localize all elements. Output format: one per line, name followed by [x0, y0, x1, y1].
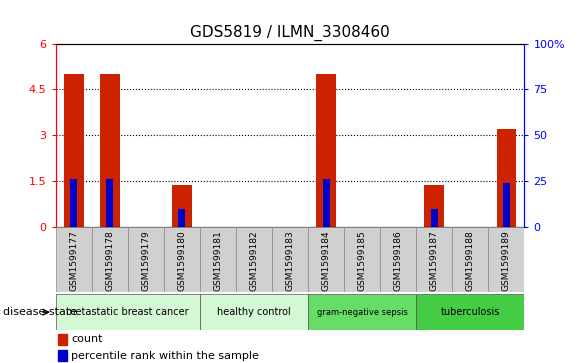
- Bar: [56, 294, 200, 330]
- Text: disease state: disease state: [3, 307, 77, 317]
- Bar: [200, 294, 308, 330]
- Text: GSM1599184: GSM1599184: [322, 230, 331, 291]
- Bar: [178, 208, 186, 227]
- Text: GSM1599182: GSM1599182: [250, 230, 258, 291]
- Bar: [316, 74, 336, 227]
- Bar: [344, 227, 380, 292]
- Bar: [59, 334, 67, 345]
- Text: GSM1599185: GSM1599185: [357, 230, 367, 291]
- Bar: [488, 227, 524, 292]
- Text: GSM1599189: GSM1599189: [502, 230, 511, 291]
- Bar: [416, 227, 452, 292]
- Bar: [416, 294, 524, 330]
- Bar: [100, 74, 120, 227]
- Bar: [164, 227, 200, 292]
- Bar: [496, 129, 516, 227]
- Text: GSM1599188: GSM1599188: [466, 230, 475, 291]
- Bar: [64, 74, 84, 227]
- Title: GDS5819 / ILMN_3308460: GDS5819 / ILMN_3308460: [190, 25, 390, 41]
- Text: count: count: [71, 334, 103, 344]
- Text: GSM1599187: GSM1599187: [430, 230, 439, 291]
- Text: GSM1599178: GSM1599178: [105, 230, 114, 291]
- Bar: [70, 179, 77, 227]
- Bar: [92, 227, 128, 292]
- Text: GSM1599183: GSM1599183: [285, 230, 295, 291]
- Bar: [200, 227, 236, 292]
- Bar: [172, 185, 192, 227]
- Bar: [431, 208, 438, 227]
- Bar: [236, 227, 272, 292]
- Text: healthy control: healthy control: [217, 307, 291, 317]
- Bar: [308, 227, 344, 292]
- Text: GSM1599177: GSM1599177: [69, 230, 78, 291]
- Bar: [380, 227, 416, 292]
- Bar: [503, 183, 510, 227]
- Text: GSM1599179: GSM1599179: [141, 230, 151, 291]
- Bar: [452, 227, 488, 292]
- Text: GSM1599186: GSM1599186: [394, 230, 403, 291]
- Bar: [322, 179, 330, 227]
- Bar: [106, 179, 113, 227]
- Text: tuberculosis: tuberculosis: [441, 307, 500, 317]
- Bar: [272, 227, 308, 292]
- Bar: [59, 350, 67, 362]
- Text: GSM1599180: GSM1599180: [178, 230, 186, 291]
- Text: GSM1599181: GSM1599181: [213, 230, 223, 291]
- Bar: [424, 185, 444, 227]
- Bar: [128, 227, 164, 292]
- Text: gram-negative sepsis: gram-negative sepsis: [317, 308, 408, 317]
- Bar: [56, 227, 92, 292]
- Text: percentile rank within the sample: percentile rank within the sample: [71, 351, 259, 361]
- Bar: [308, 294, 416, 330]
- Text: metastatic breast cancer: metastatic breast cancer: [66, 307, 189, 317]
